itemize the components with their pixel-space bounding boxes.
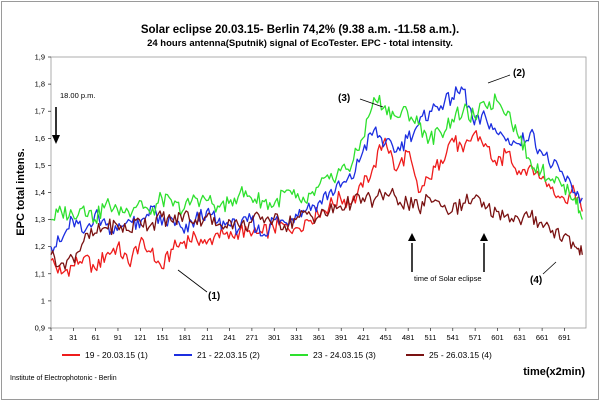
annotation-time: 18.00 p.m. — [52, 91, 95, 144]
x-tick-label: 121 — [134, 333, 147, 342]
chart-subtitle: 24 hours antenna(Sputnik) signal of EcoT… — [147, 38, 453, 49]
annotation-time-label: 18.00 p.m. — [60, 91, 95, 100]
y-tick-label: 1,9 — [35, 53, 45, 62]
annotation-3: (3) — [338, 93, 384, 108]
plot-area — [50, 56, 587, 329]
x-tick-label: 451 — [380, 333, 393, 342]
x-axis-label: time(x2min) — [523, 366, 585, 378]
x-tick-label: 571 — [469, 333, 482, 342]
eclipse-end-arrowhead — [480, 233, 488, 241]
series-group — [50, 86, 583, 277]
x-tick-label: 91 — [114, 333, 122, 342]
x-tick-label: 331 — [290, 333, 303, 342]
institute-label: Institute of Electrophotonic - Berlin — [10, 375, 117, 382]
y-tick-label: 1,7 — [35, 107, 45, 116]
y-tick-label: 1,1 — [35, 269, 45, 278]
x-tick-label: 301 — [268, 333, 281, 342]
annotation-eclipse: time of Solar eclipse — [408, 233, 488, 283]
series-line-2 — [50, 86, 583, 254]
annotation-1-leader — [177, 269, 208, 293]
y-tick-label: 1,5 — [35, 161, 45, 170]
annotation-3-label: (3) — [338, 93, 350, 104]
y-tick-label: 1,8 — [35, 80, 45, 89]
y-axis: 0,9 1 1,1 1,2 1,3 1,4 1,5 1,6 1,7 1,8 1,9 — [35, 53, 51, 333]
y-tick-label: 1,2 — [35, 242, 45, 251]
legend: 19 - 20.03.15 (1) 21 - 22.03.15 (2) 23 - 2… — [62, 350, 492, 360]
annotation-1-label: (1) — [208, 291, 220, 302]
x-tick-label: 661 — [536, 333, 549, 342]
legend-label-3: 23 - 24.03.15 (3) — [313, 350, 376, 360]
x-tick-label: 361 — [313, 333, 326, 342]
legend-label-2: 21 - 22.03.15 (2) — [197, 350, 260, 360]
x-tick-label: 631 — [514, 333, 527, 342]
x-tick-label: 211 — [201, 333, 213, 342]
y-tick-label: 1 — [41, 296, 45, 305]
annotation-4-label: (4) — [530, 275, 542, 286]
annotation-1: (1) — [177, 269, 220, 302]
x-tick-label: 391 — [335, 333, 348, 342]
x-tick-label: 691 — [558, 333, 571, 342]
series-line-4 — [50, 187, 583, 270]
x-tick-label: 181 — [179, 333, 192, 342]
x-tick-label: 31 — [69, 333, 77, 342]
x-tick-label: 481 — [402, 333, 415, 342]
y-tick-label: 1,3 — [35, 215, 45, 224]
eclipse-start-arrowhead — [408, 233, 416, 241]
annotation-4: (4) — [530, 261, 557, 286]
x-tick-label: 541 — [447, 333, 460, 342]
annotation-2-leader — [487, 74, 511, 84]
x-tick-label: 601 — [491, 333, 504, 342]
x-tick-label: 61 — [91, 333, 99, 342]
annotation-2-label: (2) — [513, 68, 525, 79]
x-tick-label: 511 — [425, 333, 437, 342]
x-axis: 1 31 61 91 121 151 181 211 241 271 301 331 361 391 421… — [49, 328, 571, 342]
y-tick-label: 1,4 — [35, 188, 45, 197]
y-axis-label: EPC total intens. — [15, 148, 27, 235]
annotation-eclipse-label: time of Solar eclipse — [414, 274, 482, 283]
x-tick-label: 151 — [156, 333, 169, 342]
legend-label-1: 19 - 20.03.15 (1) — [85, 350, 148, 360]
series-line-3 — [50, 93, 583, 225]
x-tick-label: 271 — [246, 333, 259, 342]
annotation-3-leader — [359, 98, 384, 108]
x-tick-label: 241 — [223, 333, 236, 342]
chart-title: Solar eclipse 20.03.15- Berlin 74,2% (9.… — [141, 24, 459, 36]
x-tick-label: 421 — [357, 333, 370, 342]
legend-label-4: 25 - 26.03.15 (4) — [429, 350, 492, 360]
annotation-time-arrowhead — [52, 135, 60, 144]
annotation-2: (2) — [487, 68, 525, 84]
x-tick-label: 1 — [49, 333, 53, 342]
series-line-1 — [50, 130, 583, 277]
y-tick-label: 0,9 — [35, 324, 45, 333]
y-tick-label: 1,6 — [35, 134, 45, 143]
annotation-4-leader — [542, 261, 557, 275]
